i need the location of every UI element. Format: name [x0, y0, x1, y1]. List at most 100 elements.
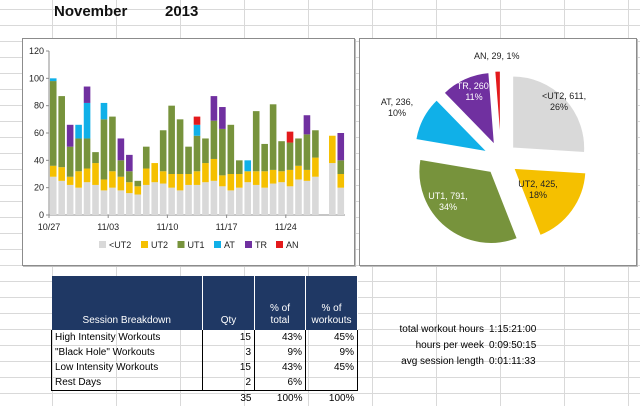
- totals-row: 35 100% 100%: [52, 391, 358, 406]
- bar-segment: [143, 147, 150, 169]
- bar-segment: [160, 171, 167, 183]
- bar-segment: [135, 195, 142, 216]
- bar-segment: [109, 117, 116, 172]
- pie-chart-svg: <UT2, 611,26%UT2, 425,18%UT1, 791,34%AT,…: [360, 39, 636, 265]
- bar-segment: [287, 170, 294, 186]
- bar-segment: [75, 138, 82, 171]
- bar-segment: [58, 167, 65, 181]
- bar-segment: [287, 132, 294, 143]
- legend-swatch: [141, 241, 148, 248]
- bar-segment: [101, 119, 108, 179]
- x-tick-label: 11/10: [156, 222, 178, 232]
- bar-segment: [270, 184, 277, 215]
- total-pct-total: 100%: [255, 391, 306, 406]
- legend-label: AN: [286, 240, 299, 250]
- y-tick-label: 0: [39, 210, 44, 220]
- pie-label: AN, 29, 1%: [474, 51, 520, 61]
- y-tick-label: 80: [34, 101, 44, 111]
- bar-segment: [50, 81, 57, 166]
- bar-segment: [304, 115, 311, 134]
- y-tick-label: 60: [34, 128, 44, 138]
- bar-segment: [118, 138, 125, 160]
- bar-segment: [295, 179, 302, 215]
- pie-chart[interactable]: <UT2, 611,26%UT2, 425,18%UT1, 791,34%AT,…: [359, 38, 637, 266]
- bar-segment: [126, 155, 133, 171]
- pie-slice: [495, 71, 501, 143]
- bar-segment: [177, 174, 184, 190]
- bar-segment: [135, 186, 142, 194]
- legend-swatch: [214, 241, 221, 248]
- bar-segment: [270, 170, 277, 184]
- bar-segment: [126, 193, 133, 215]
- row-pct-total: 9%: [255, 345, 306, 360]
- bar-segment: [185, 147, 192, 174]
- legend-swatch: [178, 241, 185, 248]
- bar-segment: [194, 125, 201, 136]
- bar-segment: [194, 117, 201, 125]
- bar-segment: [84, 87, 91, 103]
- bar-segment: [337, 133, 344, 160]
- bar-segment: [202, 138, 209, 163]
- bar-segment: [143, 185, 150, 215]
- bar-segment: [67, 147, 74, 177]
- bar-segment: [50, 78, 57, 81]
- bar-segment: [219, 175, 226, 186]
- bar-segment: [295, 166, 302, 180]
- header-qty: Qty: [203, 276, 255, 330]
- table-row: High Intensity Workouts 15 43% 45%: [52, 330, 358, 345]
- bar-segment: [219, 129, 226, 175]
- bar-segment: [312, 130, 319, 157]
- bar-segment: [101, 179, 108, 190]
- row-label: Low Intensity Workouts: [52, 360, 203, 375]
- bar-segment: [84, 138, 91, 168]
- bar-segment: [75, 125, 82, 139]
- bar-segment: [244, 182, 251, 215]
- bar-segment: [194, 171, 201, 185]
- x-tick-label: 11/17: [216, 222, 238, 232]
- bar-segment: [168, 106, 175, 174]
- bar-segment: [58, 96, 65, 167]
- bar-segment: [168, 174, 175, 188]
- bar-segment: [287, 143, 294, 170]
- bar-segment: [253, 185, 260, 215]
- bar-segment: [67, 185, 74, 215]
- x-tick-label: 10/27: [38, 222, 61, 232]
- bar-segment: [118, 177, 125, 191]
- bar-segment: [278, 141, 285, 171]
- legend-label: UT2: [151, 240, 168, 250]
- bar-segment: [261, 144, 268, 171]
- bar-segment: [84, 182, 91, 215]
- row-pct-workouts: [306, 375, 358, 391]
- pie-label: 11%: [465, 92, 482, 102]
- bar-segment: [329, 163, 336, 215]
- pie-label: UT1, 791,: [428, 191, 468, 201]
- year-label: 2013: [165, 3, 198, 20]
- bar-segment: [177, 190, 184, 215]
- legend-label: AT: [224, 240, 235, 250]
- bar-segment: [194, 136, 201, 172]
- bar-segment: [304, 181, 311, 215]
- bar-segment: [287, 186, 294, 215]
- bar-segment: [304, 170, 311, 181]
- stat-label: total workout hours: [400, 324, 485, 335]
- bar-segment: [168, 188, 175, 215]
- bar-segment: [253, 111, 260, 171]
- legend-swatch: [276, 241, 283, 248]
- bar-segment: [92, 185, 99, 215]
- stat-label: hours per week: [416, 340, 484, 351]
- bar-segment: [211, 96, 218, 121]
- bar-segment: [194, 185, 201, 215]
- header-session-breakdown: Session Breakdown: [52, 276, 203, 330]
- bar-segment: [236, 174, 243, 188]
- bar-segment: [67, 177, 74, 185]
- legend-label: <UT2: [109, 240, 131, 250]
- bar-segment: [185, 185, 192, 215]
- pie-label: TR, 260,: [457, 81, 492, 91]
- pie-label: 34%: [439, 202, 457, 212]
- bar-segment: [109, 188, 116, 215]
- bar-segment: [211, 121, 218, 159]
- bar-segment: [236, 188, 243, 215]
